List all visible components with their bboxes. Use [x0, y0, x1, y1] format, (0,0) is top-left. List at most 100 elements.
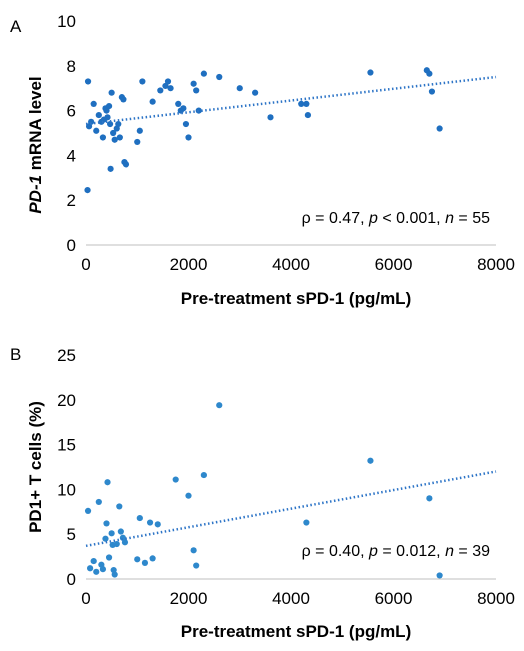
panel-a-annot-n-symbol: n	[445, 210, 454, 227]
data-point	[99, 566, 107, 573]
data-point	[113, 540, 120, 548]
data-point	[87, 565, 94, 572]
y-tick-label: 10	[57, 480, 76, 499]
data-point	[84, 507, 92, 515]
panel-b-annot-p-symbol: p	[368, 543, 378, 560]
x-tick-label: 8000	[477, 589, 515, 608]
data-point	[200, 471, 207, 479]
panel-b-annot-n-value: = 39	[454, 543, 490, 560]
panel-a-x-axis-title: Pre-treatment sPD-1 (pg/mL)	[181, 289, 411, 308]
y-tick-label: 0	[67, 570, 76, 589]
y-tick-label: 6	[67, 102, 76, 121]
y-tick-label: 15	[57, 436, 76, 455]
panel-b-annot-n-symbol: n	[445, 543, 454, 560]
data-point	[104, 479, 111, 486]
data-point	[190, 80, 197, 87]
y-tick-label: 8	[67, 57, 76, 76]
data-point	[122, 161, 130, 168]
panel-b-y-axis-title: PD1+ T cells (%)	[26, 401, 45, 533]
data-point	[216, 73, 223, 81]
y-tick-label: 2	[67, 191, 76, 210]
x-tick-label: 2000	[170, 589, 208, 608]
y-tick-label: 20	[57, 391, 76, 410]
x-tick-label: 4000	[272, 255, 310, 274]
data-point	[190, 547, 197, 554]
data-point	[154, 521, 161, 528]
data-point	[216, 402, 223, 409]
data-point	[108, 89, 115, 96]
data-point	[102, 535, 109, 542]
panel-a: A 0 2 4 6 8 10 0 2000 4000 6000 8000 PD-1 mRNA le…	[10, 12, 515, 308]
data-point	[149, 555, 156, 562]
data-point	[134, 138, 141, 146]
panel-a-annot-n-value: = 55	[454, 210, 490, 227]
data-point	[116, 503, 123, 510]
panel-a-annot-rho: ρ = 0.47,	[302, 210, 369, 227]
panel-a-y-axis-title-italic: PD-1	[26, 175, 45, 214]
data-point	[95, 111, 102, 119]
y-tick-label: 5	[67, 525, 76, 544]
data-point	[428, 88, 436, 95]
data-point	[103, 520, 110, 527]
panel-a-annot-p-symbol: p	[368, 210, 378, 227]
data-point	[436, 572, 443, 579]
panel-b-x-ticks: 0 2000 4000 6000 8000	[81, 589, 515, 608]
data-point	[108, 530, 115, 537]
data-point	[107, 165, 114, 172]
data-point	[84, 187, 91, 194]
panel-b-annot-rho: ρ = 0.40,	[302, 543, 369, 560]
panel-b-points	[84, 402, 443, 579]
x-tick-label: 8000	[477, 255, 515, 274]
y-tick-label: 0	[67, 236, 76, 255]
data-point	[111, 571, 118, 578]
panel-a-points	[84, 67, 443, 194]
data-point	[105, 103, 113, 110]
panel-a-y-ticks: 0 2 4 6 8 10	[57, 12, 76, 255]
panel-a-y-axis-title: PD-1 mRNA level	[26, 76, 45, 213]
data-point	[88, 118, 95, 125]
data-point	[111, 136, 118, 143]
data-point	[367, 457, 374, 464]
data-point	[367, 69, 374, 76]
x-tick-label: 0	[81, 255, 90, 274]
panel-b-label: B	[10, 345, 21, 364]
panel-a-x-ticks: 0 2000 4000 6000 8000	[81, 255, 515, 274]
data-point	[193, 87, 200, 94]
data-point	[195, 107, 202, 114]
data-point	[106, 120, 114, 128]
x-tick-label: 4000	[272, 589, 310, 608]
data-point	[175, 100, 182, 107]
data-point	[93, 127, 100, 134]
panel-b-y-ticks: 0 5 10 15 20 25	[57, 346, 76, 589]
data-point	[157, 87, 164, 94]
data-point	[136, 514, 143, 522]
y-tick-label: 10	[57, 12, 76, 31]
data-point	[120, 96, 127, 103]
data-point	[115, 120, 122, 128]
data-point	[185, 134, 192, 141]
y-tick-label: 4	[67, 146, 76, 165]
panel-b-annotation: ρ = 0.40, p = 0.012, n = 39	[302, 543, 490, 560]
panel-b-trendline	[85, 470, 497, 548]
data-point	[139, 78, 146, 85]
data-point	[146, 519, 154, 526]
data-point	[90, 557, 97, 565]
data-point	[134, 556, 141, 563]
data-point	[180, 105, 187, 112]
panel-a-annotation: ρ = 0.47, p < 0.001, n = 55	[302, 210, 490, 227]
data-point	[172, 476, 179, 483]
data-point	[236, 85, 243, 92]
x-tick-label: 2000	[170, 255, 208, 274]
panel-b-x-axis-title: Pre-treatment sPD-1 (pg/mL)	[181, 622, 411, 641]
data-point	[162, 82, 169, 90]
data-point	[116, 134, 123, 141]
data-point	[90, 100, 97, 107]
data-point	[95, 498, 102, 506]
x-tick-label: 6000	[375, 255, 413, 274]
data-point	[99, 134, 107, 141]
data-point	[182, 120, 190, 128]
x-tick-label: 6000	[375, 589, 413, 608]
panel-a-trendline	[85, 75, 497, 126]
y-tick-label: 25	[57, 346, 76, 365]
